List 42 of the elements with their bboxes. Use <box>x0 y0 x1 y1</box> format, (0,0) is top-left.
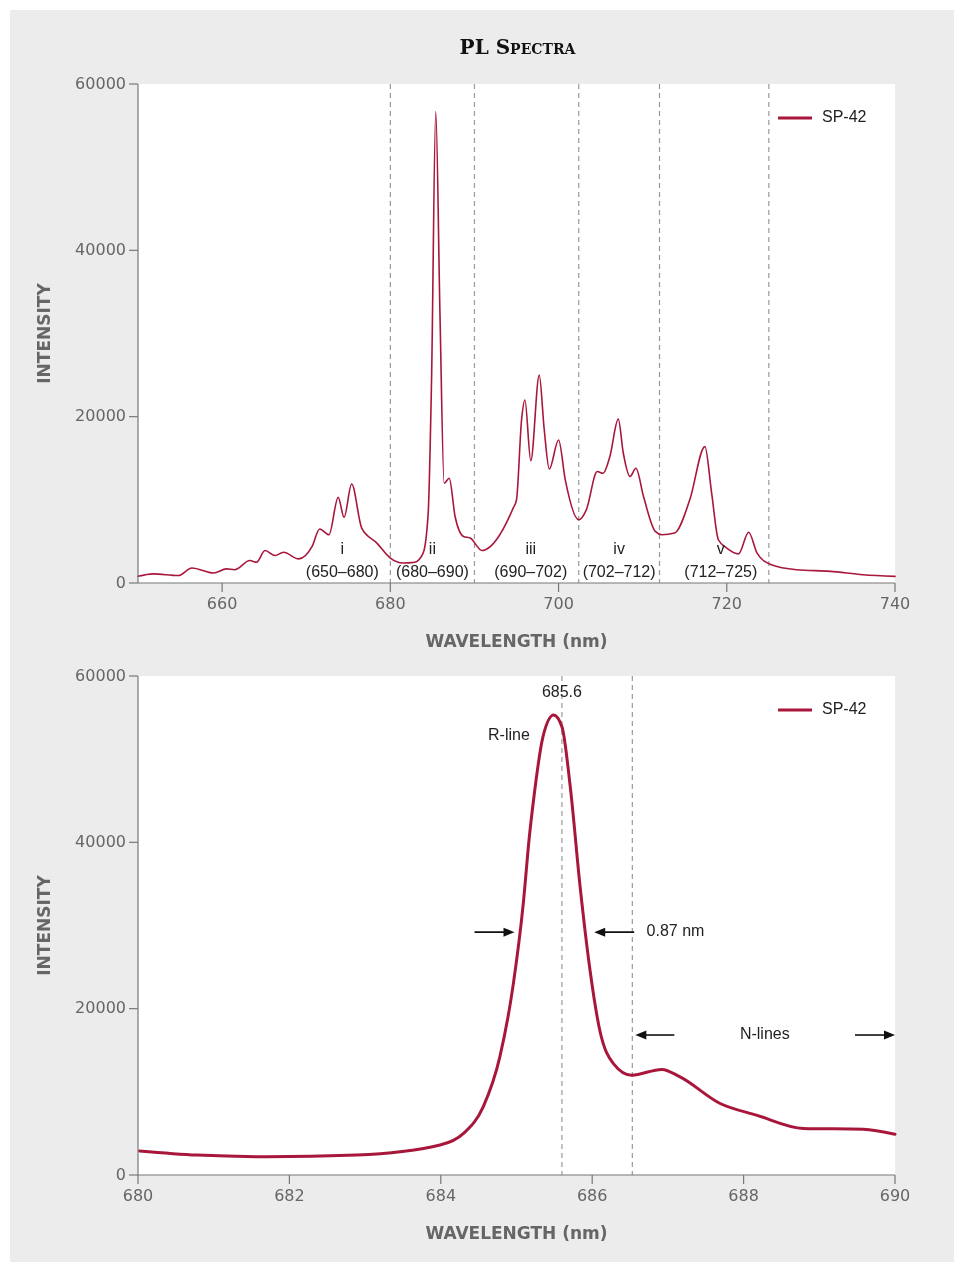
annotation: (650–680) <box>305 563 379 581</box>
annotation: (702–712) <box>582 563 656 581</box>
annotation: (690–702) <box>494 563 568 581</box>
legend-label: SP-42 <box>822 108 867 126</box>
ref-line-label: 685.6 <box>541 683 583 700</box>
chart-title: PL Spectra <box>459 35 577 59</box>
y-tick-label: 60000 <box>75 73 126 93</box>
x-tick-label: 720 <box>711 594 743 613</box>
line-series <box>138 713 897 1159</box>
annotation: R-line <box>488 726 530 744</box>
x-tick-label: 688 <box>728 1186 759 1205</box>
y-tick-label: 20000 <box>75 998 126 1018</box>
annotation: iii <box>525 540 537 558</box>
y-tick-label: 0 <box>115 1164 126 1184</box>
y-axis-title: INTENSITY <box>34 874 54 976</box>
annotation: v <box>716 540 725 558</box>
y-tick-label: 20000 <box>75 406 126 426</box>
annotation: iv <box>613 540 625 558</box>
y-tick-label: 0 <box>115 572 126 592</box>
y-tick-label: 40000 <box>75 239 126 259</box>
x-tick-label: 700 <box>543 594 574 613</box>
annotation: i <box>340 540 345 558</box>
annotation: (712–725) <box>684 563 758 581</box>
annotation: (680–690) <box>395 563 469 581</box>
x-tick-label: 690 <box>879 1186 911 1205</box>
y-tick-label: 60000 <box>75 665 126 685</box>
x-tick-label: 682 <box>274 1186 305 1205</box>
x-tick-label: 680 <box>375 594 406 613</box>
x-tick-label: 660 <box>206 594 238 613</box>
annotation: 0.87 nm <box>646 922 705 940</box>
x-tick-label: 686 <box>576 1186 608 1205</box>
x-axis-title: WAVELENGTH (nm) <box>425 631 608 651</box>
y-axis-title: INTENSITY <box>34 282 54 384</box>
annotation: ii <box>428 540 436 558</box>
line-series <box>137 110 896 578</box>
y-tick-label: 40000 <box>75 831 126 851</box>
x-tick-label: 740 <box>879 594 911 613</box>
annotation: N-lines <box>739 1025 790 1043</box>
legend-label: SP-42 <box>822 700 867 718</box>
x-axis-title: WAVELENGTH (nm) <box>425 1223 608 1243</box>
x-tick-label: 680 <box>122 1186 154 1205</box>
x-tick-label: 684 <box>425 1186 457 1205</box>
